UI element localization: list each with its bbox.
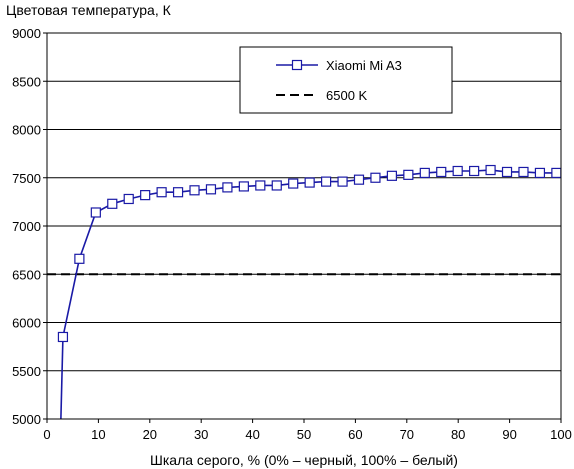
data-point-marker	[501, 166, 513, 178]
data-point-marker	[370, 172, 381, 183]
data-point-marker	[386, 170, 397, 181]
x-tick-label-60: 60	[348, 427, 362, 442]
y-tick-label-6000: 6000	[12, 316, 41, 331]
x-tick-label-70: 70	[400, 427, 414, 442]
x-tick-label-20: 20	[143, 427, 157, 442]
legend-marker-series-1	[291, 59, 303, 71]
data-point-marker	[403, 169, 414, 180]
data-point-marker	[534, 167, 546, 179]
data-point-marker	[222, 182, 233, 193]
legend-label-series-2: 6500 K	[326, 88, 368, 103]
data-point-marker	[271, 180, 282, 191]
data-point-marker	[288, 178, 299, 189]
data-point-marker	[436, 166, 447, 178]
data-point-marker	[90, 207, 101, 218]
data-point-marker	[205, 184, 217, 195]
legend: Xiaomi Mi A3 6500 K	[239, 46, 453, 114]
y-tick-label-6500: 6500	[12, 267, 41, 282]
data-point-marker	[337, 176, 348, 187]
x-tick-label-40: 40	[245, 427, 259, 442]
legend-label-series-1: Xiaomi Mi A3	[326, 58, 402, 73]
axes: 5000 5500 6000 6500 7000 7500 8000 8500 9000 0 10 2…	[12, 26, 572, 442]
y-tick-label-8500: 8500	[12, 74, 41, 89]
data-point-marker	[123, 193, 134, 205]
y-tick-label-7000: 7000	[12, 219, 41, 234]
legend-box	[239, 46, 453, 114]
data-point-marker	[469, 165, 480, 177]
data-point-marker	[172, 187, 184, 198]
data-point-marker	[321, 176, 332, 187]
data-point-marker	[140, 190, 151, 201]
x-tick-label-80: 80	[451, 427, 465, 442]
x-tick-label-30: 30	[194, 427, 208, 442]
data-point-marker	[452, 165, 463, 177]
y-tick-label-8000: 8000	[12, 123, 41, 138]
x-tick-label-90: 90	[502, 427, 516, 442]
data-point-marker	[57, 331, 69, 343]
x-axis-title: Шкала серого, % (0% – черный, 100% – бел…	[150, 452, 458, 468]
y-axis-title: Цветовая температура, К	[6, 2, 172, 18]
x-tick-label-50: 50	[297, 427, 311, 442]
data-point-marker	[518, 166, 529, 178]
data-point-marker	[353, 174, 365, 185]
data-point-marker	[156, 187, 167, 198]
y-tick-label-9000: 9000	[12, 26, 41, 41]
data-point-marker	[74, 253, 85, 264]
x-tick-label-0: 0	[43, 427, 50, 442]
data-series	[47, 164, 562, 420]
y-tick-label-5000: 5000	[12, 412, 41, 427]
x-tick-label-10: 10	[91, 427, 105, 442]
data-point-marker	[238, 181, 249, 192]
data-point-marker	[304, 177, 315, 188]
y-tick-label-7500: 7500	[12, 171, 41, 186]
y-tick-label-5500: 5500	[12, 364, 41, 379]
data-point-marker	[189, 185, 200, 196]
data-point-marker	[551, 167, 562, 179]
data-point-marker	[419, 167, 430, 179]
x-tick-label-100: 100	[550, 427, 572, 442]
data-point-marker	[485, 164, 496, 176]
data-point-marker	[255, 180, 266, 191]
data-point-marker	[107, 198, 118, 209]
